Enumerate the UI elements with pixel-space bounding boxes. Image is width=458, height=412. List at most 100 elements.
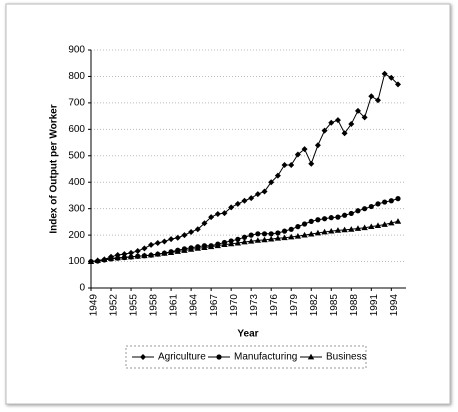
marker xyxy=(107,255,115,261)
marker xyxy=(268,179,275,186)
marker xyxy=(254,191,261,198)
marker xyxy=(268,231,274,237)
marker xyxy=(362,206,368,212)
marker xyxy=(121,254,128,260)
x-tick-label: 1970 xyxy=(229,294,240,317)
x-tick-label: 1961 xyxy=(169,294,180,317)
marker xyxy=(248,232,254,238)
marker xyxy=(254,237,262,243)
marker xyxy=(134,247,141,254)
marker xyxy=(214,210,221,217)
x-tick-label: 1991 xyxy=(369,294,380,317)
x-tick-label: 1955 xyxy=(129,294,140,317)
marker xyxy=(374,97,381,104)
marker xyxy=(127,253,135,260)
marker xyxy=(328,119,335,126)
marker xyxy=(161,250,168,256)
marker xyxy=(141,252,148,259)
marker xyxy=(334,227,342,233)
marker xyxy=(188,228,195,235)
x-tick-label: 1964 xyxy=(189,294,200,317)
marker xyxy=(247,237,255,244)
marker xyxy=(368,203,374,210)
marker xyxy=(248,195,255,202)
marker xyxy=(288,226,294,232)
marker xyxy=(201,220,208,227)
x-axis-label: Year xyxy=(237,329,258,340)
marker xyxy=(167,249,175,255)
marker xyxy=(201,244,208,250)
marker xyxy=(308,160,315,167)
marker xyxy=(228,204,235,211)
marker xyxy=(321,127,328,134)
marker xyxy=(342,212,348,218)
marker xyxy=(308,218,314,224)
marker xyxy=(341,130,348,137)
marker xyxy=(181,232,188,239)
legend-label: Business xyxy=(326,352,367,363)
marker xyxy=(261,231,268,237)
x-tick-label: 1988 xyxy=(349,294,360,317)
marker xyxy=(348,210,354,217)
marker xyxy=(101,256,108,262)
marker xyxy=(301,231,308,238)
marker xyxy=(395,81,401,88)
y-tick-label: 900 xyxy=(68,45,85,56)
marker xyxy=(141,245,148,252)
marker xyxy=(174,248,181,254)
y-tick-label: 400 xyxy=(68,177,85,188)
marker xyxy=(241,238,248,245)
marker xyxy=(214,242,222,249)
marker xyxy=(128,249,135,256)
marker xyxy=(361,114,368,121)
marker xyxy=(354,107,361,114)
marker xyxy=(281,234,288,241)
marker xyxy=(241,234,248,240)
marker xyxy=(255,231,261,237)
marker xyxy=(295,224,301,230)
marker xyxy=(301,146,308,153)
x-tick-label: 1949 xyxy=(89,294,100,317)
marker xyxy=(294,232,302,239)
marker xyxy=(168,236,175,243)
marker xyxy=(388,219,395,226)
marker xyxy=(382,199,388,205)
marker xyxy=(227,240,235,247)
marker xyxy=(307,353,315,360)
x-tick-label: 1958 xyxy=(149,294,160,317)
marker xyxy=(281,228,288,234)
marker xyxy=(234,200,241,207)
marker xyxy=(87,258,95,264)
marker xyxy=(314,229,322,236)
marker xyxy=(354,225,362,231)
legend-label: Manufacturing xyxy=(234,352,297,363)
y-tick-label: 800 xyxy=(68,71,85,82)
marker xyxy=(221,210,228,217)
marker xyxy=(361,224,368,231)
marker xyxy=(375,201,381,207)
marker xyxy=(216,354,222,360)
marker xyxy=(395,196,401,202)
marker xyxy=(321,216,328,222)
marker xyxy=(187,246,195,252)
marker xyxy=(381,70,388,77)
marker xyxy=(148,241,155,248)
marker xyxy=(328,215,334,221)
y-tick-label: 500 xyxy=(68,150,85,161)
y-tick-label: 700 xyxy=(68,98,85,109)
marker xyxy=(274,172,281,179)
y-tick-label: 0 xyxy=(79,283,85,294)
marker xyxy=(368,223,375,230)
marker xyxy=(288,162,295,169)
x-tick-label: 1952 xyxy=(109,294,120,317)
marker xyxy=(294,151,301,158)
marker xyxy=(194,245,201,251)
marker xyxy=(328,227,335,234)
marker xyxy=(348,121,355,128)
marker xyxy=(308,230,315,237)
x-tick-label: 1967 xyxy=(209,294,220,317)
marker xyxy=(234,239,242,246)
marker xyxy=(288,233,295,240)
marker xyxy=(388,198,394,204)
